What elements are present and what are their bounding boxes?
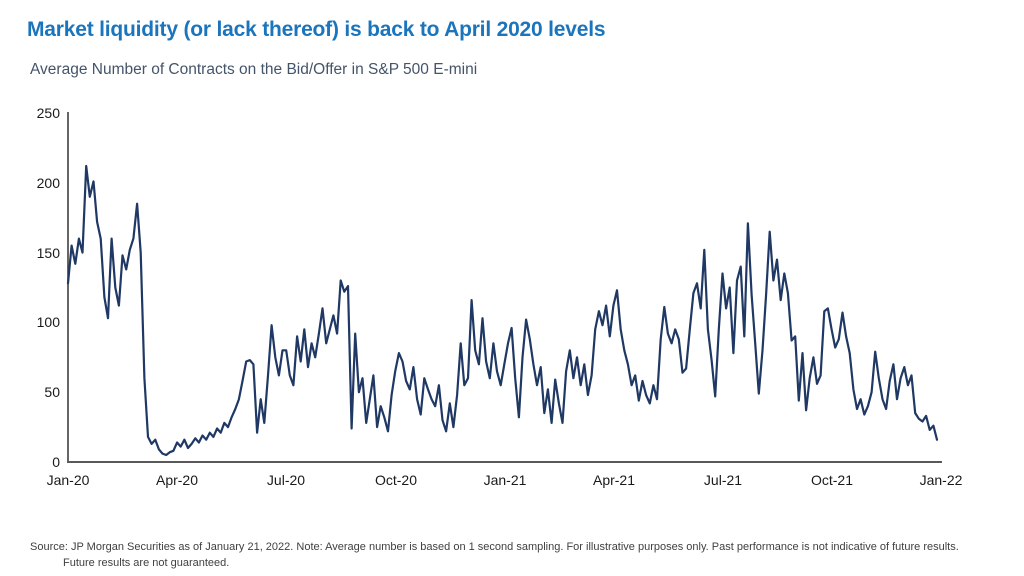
ytick-200: 200 bbox=[36, 175, 60, 191]
ytick-100: 100 bbox=[36, 314, 60, 330]
xtick-jul-20: Jul-20 bbox=[266, 472, 306, 488]
data-line bbox=[66, 164, 939, 457]
xtick-jan-22: Jan-22 bbox=[919, 472, 963, 488]
xtick-jan-21: Jan-21 bbox=[483, 472, 527, 488]
xtick-jul-21: Jul-21 bbox=[703, 472, 743, 488]
xtick-jan-20: Jan-20 bbox=[46, 472, 90, 488]
source-note-line2: Future results are not guaranteed. bbox=[63, 557, 230, 569]
xtick-oct-21: Oct-21 bbox=[810, 472, 853, 488]
xtick-apr-21: Apr-21 bbox=[592, 472, 636, 488]
ytick-0: 0 bbox=[52, 454, 60, 470]
page-title: Market liquidity (or lack thereof) is ba… bbox=[27, 18, 606, 41]
chart-subtitle: Average Number of Contracts on the Bid/O… bbox=[30, 61, 478, 78]
ytick-50: 50 bbox=[44, 384, 60, 400]
ytick-250: 250 bbox=[36, 105, 60, 121]
ytick-150: 150 bbox=[36, 245, 60, 261]
xtick-apr-20: Apr-20 bbox=[155, 472, 199, 488]
source-note-line1: Source: JP Morgan Securities as of Janua… bbox=[30, 541, 959, 553]
source-note: Source: JP Morgan Securities as of Janua… bbox=[30, 539, 1015, 571]
xtick-oct-20: Oct-20 bbox=[374, 472, 417, 488]
